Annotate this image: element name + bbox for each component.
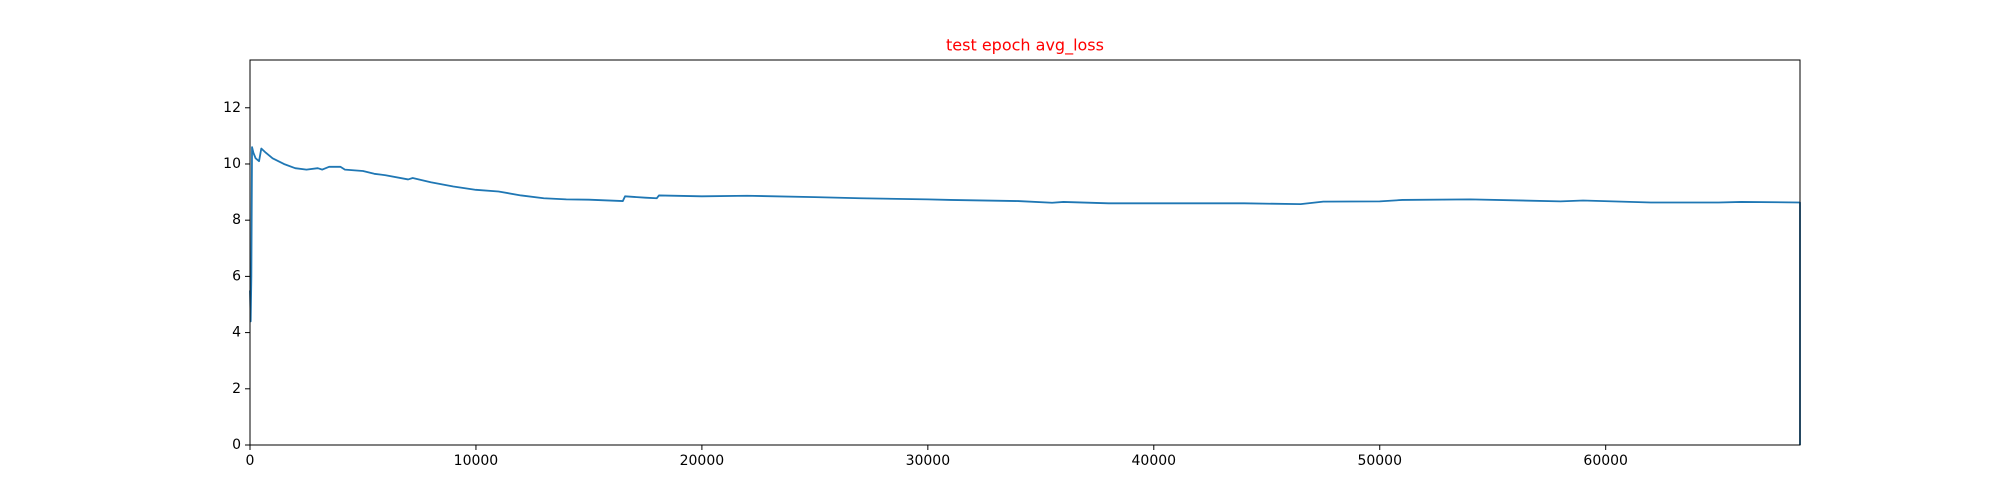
x-tick-label: 20000	[680, 453, 725, 469]
y-tick-label: 2	[232, 381, 241, 397]
y-tick-label: 10	[223, 156, 241, 172]
x-tick-label: 60000	[1583, 453, 1628, 469]
chart-title: test epoch avg_loss	[946, 36, 1104, 56]
x-tick-label: 50000	[1357, 453, 1402, 469]
axes-frame	[249, 59, 1801, 446]
data-line	[249, 146, 1801, 445]
plot-area	[249, 146, 1801, 445]
x-tick-label: 30000	[906, 453, 951, 469]
y-tick-label: 12	[223, 100, 241, 116]
y-tick-label: 0	[232, 437, 241, 453]
x-tick-label: 0	[246, 453, 255, 469]
y-tick-label: 8	[232, 212, 241, 228]
y-tick-label: 4	[232, 325, 241, 341]
x-tick-label: 10000	[454, 453, 499, 469]
x-tick-label: 40000	[1132, 453, 1177, 469]
y-tick-label: 6	[232, 268, 241, 284]
